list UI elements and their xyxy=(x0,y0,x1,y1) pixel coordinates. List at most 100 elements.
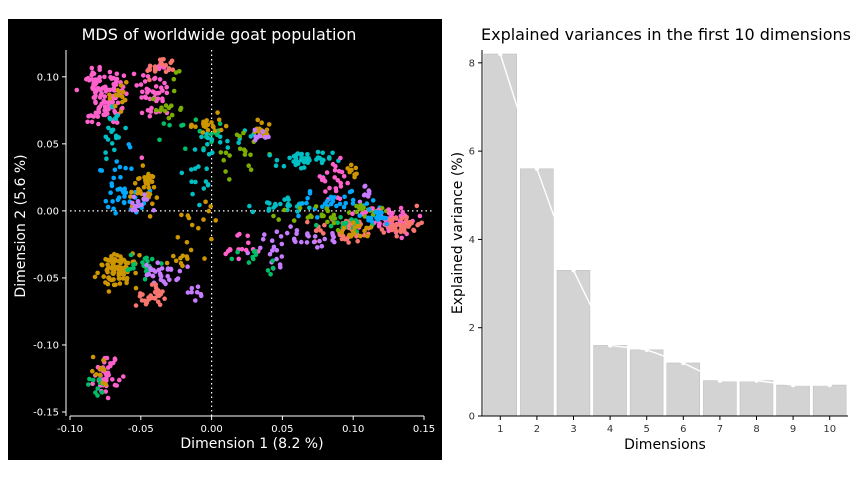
scatter-point xyxy=(223,123,229,129)
scatter-point xyxy=(114,265,120,270)
scatter-point xyxy=(199,134,204,140)
scatter-point xyxy=(149,256,155,262)
scatter-point xyxy=(97,372,103,378)
scatter-point xyxy=(235,249,240,255)
scatter-point xyxy=(205,128,211,133)
scatter-point xyxy=(274,229,280,234)
scatter-point xyxy=(105,365,111,370)
scatter-point xyxy=(295,161,301,166)
scatter-point xyxy=(133,285,139,291)
scatter-point xyxy=(179,212,184,218)
mds-x-axis-title: Dimension 1 (8.2 %) xyxy=(180,436,323,452)
scatter-point xyxy=(267,152,273,158)
scatter-point xyxy=(305,219,310,225)
scatter-point xyxy=(376,222,382,228)
scatter-point xyxy=(85,119,90,125)
scatter-point xyxy=(138,82,144,87)
scatter-point xyxy=(106,125,111,131)
scatter-point xyxy=(100,380,106,386)
scatter-point xyxy=(212,128,218,133)
scatter-point xyxy=(107,69,113,75)
scatter-point xyxy=(351,220,356,225)
scatter-point xyxy=(260,129,266,134)
scatter-point xyxy=(209,137,214,142)
scatter-point xyxy=(370,206,375,211)
scatter-point xyxy=(353,165,359,171)
scatter-point xyxy=(216,117,222,122)
scatter-point xyxy=(321,231,326,236)
scatter-point xyxy=(258,245,263,251)
variance-y-tick-label: 4 xyxy=(469,235,475,246)
variance-y-tick-label: 6 xyxy=(469,147,475,158)
scatter-point xyxy=(170,67,176,72)
variance-point xyxy=(754,378,759,383)
scatter-point xyxy=(115,100,121,106)
variance-y-axis-title: Explained variance (%) xyxy=(450,152,466,314)
scatter-point xyxy=(165,267,171,272)
scatter-point xyxy=(111,85,117,91)
scatter-point xyxy=(107,115,112,121)
scatter-point xyxy=(358,233,363,239)
scatter-point xyxy=(115,197,121,203)
scatter-point xyxy=(99,390,105,395)
scatter-point xyxy=(193,179,198,185)
scatter-point xyxy=(268,272,273,277)
scatter-point xyxy=(122,97,128,103)
scatter-point xyxy=(123,125,128,131)
scatter-point xyxy=(163,281,168,287)
scatter-point xyxy=(90,354,96,360)
scatter-point xyxy=(145,108,151,113)
scatter-point xyxy=(332,175,338,180)
scatter-point xyxy=(307,189,313,194)
scatter-point xyxy=(149,282,155,287)
scatter-point xyxy=(153,269,158,274)
scatter-point xyxy=(341,204,347,210)
scatter-point xyxy=(200,130,206,135)
scatter-point xyxy=(201,217,206,222)
scatter-point xyxy=(120,94,125,100)
scatter-point xyxy=(89,65,95,71)
scatter-point xyxy=(121,257,127,263)
scatter-point xyxy=(162,80,167,86)
scatter-point xyxy=(389,218,395,223)
scatter-point xyxy=(267,251,273,257)
scatter-point xyxy=(384,221,390,227)
scatter-point xyxy=(110,199,115,204)
scatter-point xyxy=(293,239,298,245)
scatter-point xyxy=(166,115,172,121)
scatter-point xyxy=(206,208,212,214)
scatter-point xyxy=(145,68,150,74)
scatter-point xyxy=(110,127,115,133)
scatter-point xyxy=(370,198,376,203)
scatter-point xyxy=(366,207,372,212)
scatter-point xyxy=(305,215,311,220)
scatter-point xyxy=(173,258,179,264)
scatter-point xyxy=(139,95,144,100)
scatter-point xyxy=(190,191,195,197)
scatter-point xyxy=(178,105,184,111)
scatter-point xyxy=(139,202,144,208)
variance-bar xyxy=(776,384,810,417)
scatter-point xyxy=(365,193,371,199)
scatter-point xyxy=(236,140,241,146)
scatter-point xyxy=(102,108,107,113)
scatter-point xyxy=(260,237,266,242)
scatter-point xyxy=(91,83,96,88)
scatter-point xyxy=(274,158,280,163)
scatter-point xyxy=(189,285,195,291)
variance-point xyxy=(498,51,503,57)
variance-y-axis: 0 2 4 6 8 xyxy=(469,50,483,423)
scatter-point xyxy=(311,239,317,245)
scatter-point xyxy=(242,152,248,157)
variance-y-tick-label: 2 xyxy=(469,323,475,334)
scatter-point xyxy=(414,203,420,209)
variance-x-axis-title: Dimensions xyxy=(624,437,706,453)
variance-panel: Explained variances in the first 10 dime… xyxy=(450,25,851,453)
scatter-point xyxy=(145,74,151,79)
scatter-point xyxy=(175,276,181,281)
scatter-point xyxy=(363,209,369,215)
scatter-point xyxy=(151,208,157,213)
scatter-point xyxy=(319,160,325,166)
scatter-point xyxy=(188,247,194,253)
scatter-point xyxy=(120,89,126,95)
